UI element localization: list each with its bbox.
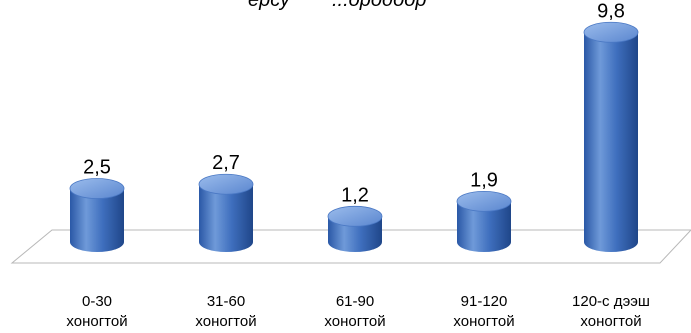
chart-title-fragment-2: ...ородоор <box>332 0 426 11</box>
value-label-1: 2,5 <box>83 157 111 179</box>
bar-4 <box>456 190 512 252</box>
bar-body-4 <box>457 201 511 252</box>
bar-top-4 <box>456 190 512 212</box>
bar-2 <box>198 173 254 252</box>
category-label-1: 0-30 хоногтой <box>66 293 127 330</box>
bar-body-1 <box>70 188 124 252</box>
bar-1 <box>69 178 125 252</box>
value-label-5: 9,8 <box>597 0 625 22</box>
value-label-4: 1,9 <box>470 169 498 191</box>
category-label-3: 61-90 хоногтой <box>324 293 385 330</box>
category-label-2: 31-60 хоногтой <box>195 293 256 330</box>
category-label-5: 120-с дээш хоногтой <box>572 293 650 330</box>
bar-top-1 <box>69 178 125 199</box>
value-labels-layer: 2,5 2,7 1,2 1,9 9,8 <box>83 0 625 206</box>
bar-top-5 <box>583 21 639 43</box>
bar-top-2 <box>198 173 254 195</box>
value-label-3: 1,2 <box>341 184 369 206</box>
category-label-4: 91-120 хоногтой <box>453 293 514 330</box>
bars-layer <box>69 21 639 252</box>
bar-top-3 <box>327 205 383 227</box>
bar-body-2 <box>199 184 253 252</box>
category-labels-layer: 0-30 хоногтой 31-60 хоногтой 61-90 хоногтой 91… <box>66 293 650 330</box>
bar-5 <box>583 21 639 252</box>
chart-title-fragment-1: ерсу <box>248 0 291 11</box>
bar-3 <box>327 205 383 252</box>
value-label-2: 2,7 <box>212 152 240 174</box>
bar-body-5 <box>584 32 638 252</box>
